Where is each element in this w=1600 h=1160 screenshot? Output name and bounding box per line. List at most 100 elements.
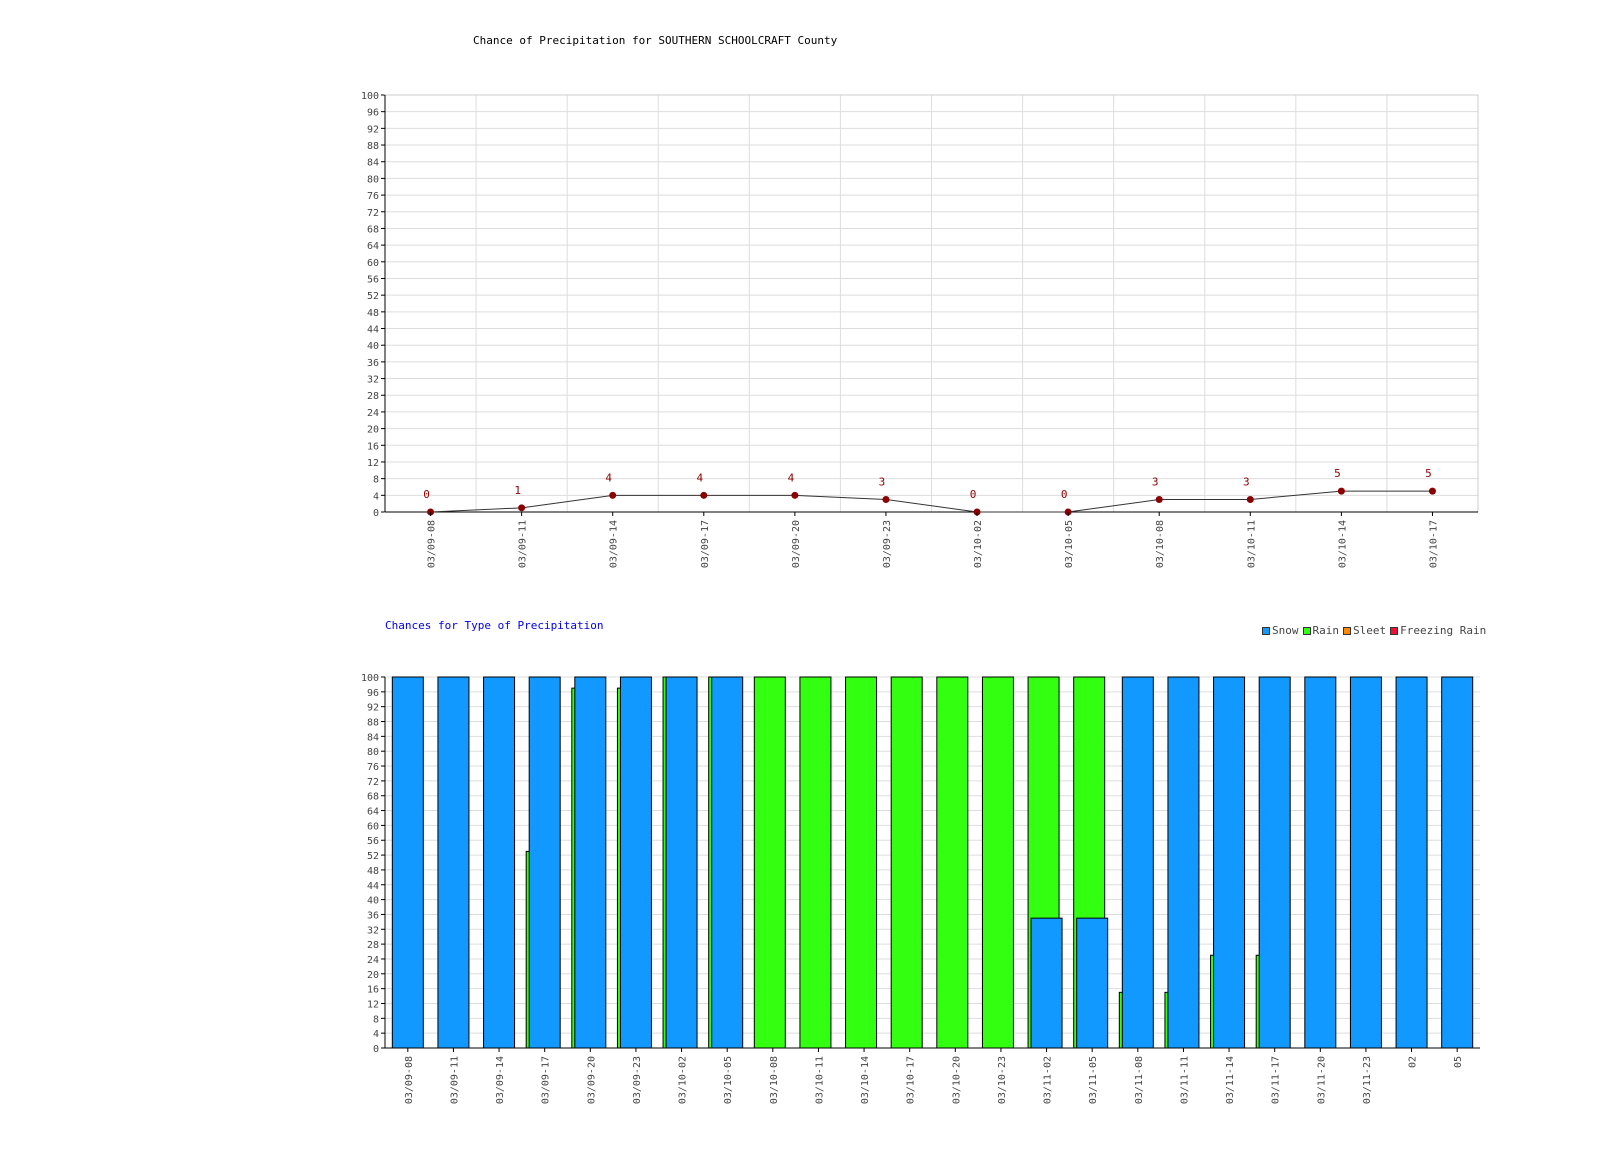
ptype-ytick-label: 56 bbox=[367, 836, 379, 847]
pop-ytick-label: 68 bbox=[367, 224, 379, 235]
legend-swatch-freezing-rain bbox=[1390, 626, 1399, 635]
pop-ytick-label: 12 bbox=[367, 458, 379, 469]
pop-xtick-label: 03/10-05 bbox=[1064, 520, 1075, 568]
ptype-xtick-label: 03/10-17 bbox=[906, 1056, 917, 1104]
pop-point bbox=[882, 495, 890, 503]
pop-xtick-label: 03/10-11 bbox=[1246, 520, 1257, 568]
pop-ytick-label: 20 bbox=[367, 425, 379, 436]
pop-ytick-label: 28 bbox=[367, 391, 379, 402]
pop-point bbox=[609, 491, 617, 499]
pop-point bbox=[791, 491, 799, 499]
ptype-xtick-label: 03/09-08 bbox=[404, 1056, 415, 1104]
ptype-ytick-label: 80 bbox=[367, 747, 379, 758]
ptype-bar-snow bbox=[1258, 676, 1291, 1049]
pop-ytick-label: 36 bbox=[367, 358, 379, 369]
ptype-ytick-label: 60 bbox=[367, 821, 379, 832]
legend-label-snow: Snow bbox=[1272, 624, 1299, 637]
pop-xtick-label: 03/10-17 bbox=[1428, 520, 1439, 568]
ptype-ytick-label: 96 bbox=[367, 688, 379, 699]
main-chart-title: Chance of Precipitation for SOUTHERN SCH… bbox=[473, 34, 838, 47]
ptype-ytick-label: 92 bbox=[367, 703, 379, 714]
pop-data-label: 0 bbox=[970, 488, 977, 501]
ptype-ytick-label: 88 bbox=[367, 718, 379, 729]
ptype-xtick-label: 02 bbox=[1408, 1056, 1419, 1068]
ptype-bar-rain bbox=[890, 676, 923, 1049]
ptype-xtick-label: 03/10-14 bbox=[860, 1056, 871, 1104]
pop-ytick-label: 88 bbox=[367, 141, 379, 152]
ptype-bar-rain bbox=[845, 676, 878, 1049]
ptype-xtick-label: 03/09-17 bbox=[541, 1056, 552, 1104]
ptype-xtick-label: 03/11-02 bbox=[1043, 1056, 1054, 1104]
pop-ytick-label: 48 bbox=[367, 308, 379, 319]
ptype-xtick-label: 03/09-14 bbox=[495, 1056, 506, 1104]
ptype-xtick-label: 03/10-23 bbox=[997, 1056, 1008, 1104]
ptype-bar-snow bbox=[1121, 676, 1154, 1049]
pop-data-label: 3 bbox=[879, 475, 886, 488]
ptype-xtick-label: 03/09-23 bbox=[632, 1056, 643, 1104]
ptype-ytick-label: 44 bbox=[367, 881, 379, 892]
ptype-ytick-label: 24 bbox=[367, 955, 379, 966]
type-chart-title: Chances for Type of Precipitation bbox=[385, 619, 604, 632]
ptype-ytick-label: 76 bbox=[367, 762, 379, 773]
ptype-xtick-label: 03/11-05 bbox=[1088, 1056, 1099, 1104]
ptype-ytick-label: 8 bbox=[373, 1014, 379, 1025]
pop-ytick-label: 100 bbox=[361, 91, 379, 102]
ptype-xtick-label: 03/10-05 bbox=[723, 1056, 734, 1104]
ptype-xtick-label: 03/09-11 bbox=[449, 1056, 460, 1104]
pop-xtick-label: 03/09-08 bbox=[427, 520, 438, 568]
legend-item-snow: Snow bbox=[1262, 624, 1299, 637]
pop-ytick-label: 84 bbox=[367, 158, 379, 169]
pop-ytick-label: 76 bbox=[367, 191, 379, 202]
ptype-ytick-label: 84 bbox=[367, 732, 379, 743]
legend: Snow Rain Sleet Freezing Rain bbox=[1262, 624, 1486, 637]
pop-ytick-label: 64 bbox=[367, 241, 379, 252]
ptype-bar-snow bbox=[665, 676, 698, 1049]
ptype-ytick-label: 28 bbox=[367, 940, 379, 951]
legend-item-sleet: Sleet bbox=[1343, 624, 1386, 637]
pop-ytick-label: 72 bbox=[367, 208, 379, 219]
ptype-xtick-label: 03/11-14 bbox=[1225, 1056, 1236, 1104]
pop-data-label: 5 bbox=[1334, 467, 1341, 480]
ptype-bar-snow bbox=[619, 676, 652, 1049]
pop-ytick-label: 8 bbox=[373, 475, 379, 486]
pop-point bbox=[1337, 487, 1345, 495]
legend-label-sleet: Sleet bbox=[1353, 624, 1387, 637]
pop-ytick-label: 0 bbox=[373, 508, 379, 519]
ptype-bar-snow bbox=[1349, 676, 1382, 1049]
ptype-ytick-label: 100 bbox=[361, 673, 379, 684]
ptype-ytick-label: 16 bbox=[367, 985, 379, 996]
pop-point bbox=[518, 504, 526, 512]
pop-data-label: 4 bbox=[696, 471, 703, 484]
legend-item-rain: Rain bbox=[1302, 624, 1339, 637]
ptype-xtick-label: 03/10-20 bbox=[951, 1056, 962, 1104]
ptype-ytick-label: 32 bbox=[367, 925, 379, 936]
ptype-bar-rain bbox=[753, 676, 786, 1049]
ptype-xtick-label: 03/10-02 bbox=[678, 1056, 689, 1104]
pop-xtick-label: 03/09-11 bbox=[518, 520, 529, 568]
ptype-bar-snow bbox=[574, 676, 607, 1049]
pop-data-label: 5 bbox=[1425, 467, 1432, 480]
ptype-ytick-label: 0 bbox=[373, 1044, 379, 1055]
pop-data-label: 3 bbox=[1243, 475, 1250, 488]
ptype-bar-snow bbox=[1030, 917, 1063, 1049]
ptype-ytick-label: 20 bbox=[367, 970, 379, 981]
pop-ytick-label: 4 bbox=[373, 491, 379, 502]
ptype-ytick-label: 52 bbox=[367, 851, 379, 862]
ptype-ytick-label: 40 bbox=[367, 896, 379, 907]
pop-ytick-label: 32 bbox=[367, 375, 379, 386]
pop-ytick-label: 56 bbox=[367, 274, 379, 285]
ptype-ytick-label: 48 bbox=[367, 866, 379, 877]
ptype-xtick-label: 03/11-20 bbox=[1316, 1056, 1327, 1104]
ptype-ytick-label: 68 bbox=[367, 792, 379, 803]
pop-data-label: 1 bbox=[514, 484, 521, 497]
pop-series-line bbox=[430, 490, 1433, 513]
pop-ytick-label: 16 bbox=[367, 441, 379, 452]
pop-xtick-label: 03/10-14 bbox=[1337, 520, 1348, 568]
ptype-xtick-label: 03/11-23 bbox=[1362, 1056, 1373, 1104]
pop-ytick-label: 24 bbox=[367, 408, 379, 419]
pop-point bbox=[1246, 495, 1254, 503]
ptype-bar-snow bbox=[1441, 676, 1474, 1049]
pop-xtick-label: 03/10-08 bbox=[1155, 520, 1166, 568]
pop-ytick-label: 52 bbox=[367, 291, 379, 302]
